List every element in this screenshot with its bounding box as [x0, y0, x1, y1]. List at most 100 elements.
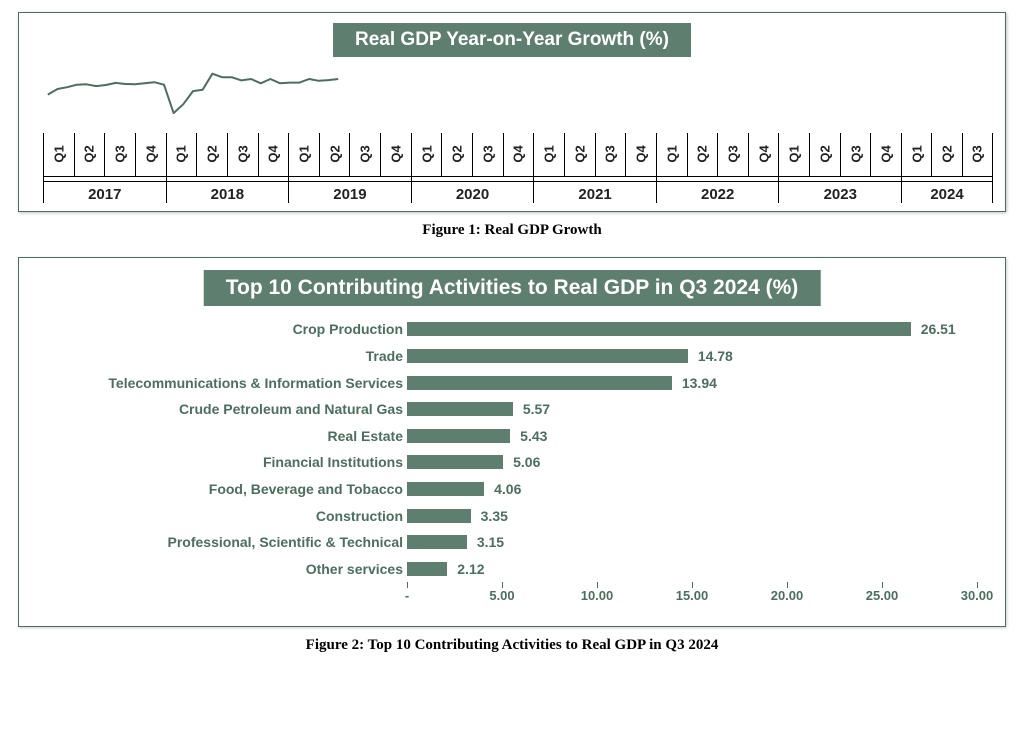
year-group-2023: Q1Q2Q3Q42023	[778, 133, 901, 203]
quarter-row: Q1 Q2 Q3 Q4	[167, 133, 289, 177]
quarter-cell: Q2	[196, 133, 227, 176]
bar-rect	[407, 509, 471, 523]
figure2-caption: Figure 2: Top 10 Contributing Activities…	[18, 637, 1006, 654]
bar-category-label: Professional, Scientific & Technical	[63, 534, 403, 550]
bar-value-label: 5.06	[513, 454, 540, 470]
year-label: 2024	[902, 181, 992, 203]
figure1-x-axis: Q1Q2Q3Q42017Q1Q2Q3Q42018Q1Q2Q3Q42019Q1Q2…	[43, 133, 993, 203]
quarter-cell: Q4	[625, 133, 656, 176]
bar-rect	[407, 429, 510, 443]
gdp-growth-line	[48, 74, 338, 113]
x-tick-label: 20.00	[771, 588, 804, 603]
bar-row: Real Estate5.43	[45, 425, 977, 447]
bar-value-label: 2.12	[457, 561, 484, 577]
quarter-label: Q4	[511, 145, 526, 162]
quarter-row: Q1 Q2 Q3	[902, 133, 992, 177]
quarter-cell: Q1	[289, 133, 319, 176]
quarter-label: Q3	[480, 145, 495, 162]
quarter-label: Q2	[327, 145, 342, 162]
year-label: 2020	[412, 181, 534, 203]
bar-category-label: Telecommunications & Information Service…	[63, 375, 403, 391]
figure2-panel: Top 10 Contributing Activities to Real G…	[18, 257, 1006, 627]
quarter-cell: Q3	[717, 133, 748, 176]
quarter-row: Q1Q2Q3Q4	[779, 133, 901, 177]
quarter-cell: Q3	[840, 133, 871, 176]
year-group-2018: Q1Q2Q3Q42018	[166, 133, 289, 203]
bar-row: Professional, Scientific & Technical 3.15	[45, 531, 977, 553]
bar-row: Financial Institutions5.06	[45, 451, 977, 473]
quarter-cell: Q3	[472, 133, 503, 176]
quarter-label: Q1	[419, 145, 434, 162]
figure1-panel: Real GDP Year-on-Year Growth (%) Q1Q2Q3Q…	[18, 12, 1006, 212]
quarter-cell: Q1	[44, 133, 74, 176]
bar-value-label: 5.57	[523, 401, 550, 417]
quarter-label: Q3	[235, 145, 250, 162]
quarter-cell: Q2	[564, 133, 595, 176]
bar-rect	[407, 482, 484, 496]
x-tick-label: 30.00	[961, 588, 994, 603]
quarter-cell: Q3	[227, 133, 258, 176]
quarter-cell: Q2	[74, 133, 105, 176]
quarter-row: Q1Q2Q3Q4	[289, 133, 411, 177]
year-label: 2021	[534, 181, 656, 203]
figure1-line-chart	[43, 63, 343, 127]
bar-row: Other services2.12	[45, 558, 977, 580]
bar-category-label: Food, Beverage and Tobacco	[63, 481, 403, 497]
quarter-label: Q3	[358, 145, 373, 162]
quarter-label: Q2	[205, 145, 220, 162]
x-tick-mark	[597, 582, 598, 588]
bar-category-label: Real Estate	[63, 428, 403, 444]
bar-value-label: 4.06	[494, 481, 521, 497]
year-group-2022: Q1Q2Q3Q42022	[656, 133, 779, 203]
quarter-label: Q4	[879, 145, 894, 162]
quarter-label: Q4	[634, 145, 649, 162]
quarter-label: Q1	[542, 145, 557, 162]
x-tick-mark	[692, 582, 693, 588]
quarter-label: Q3	[725, 145, 740, 162]
bar-rect	[407, 349, 688, 363]
quarter-cell: Q1	[167, 133, 197, 176]
bar-rect	[407, 376, 672, 390]
quarter-label: Q3	[603, 145, 618, 162]
quarter-cell: Q3	[349, 133, 380, 176]
figure2-x-axis: -5.0010.0015.0020.0025.0030.00	[45, 588, 977, 612]
quarter-label: Q4	[266, 145, 281, 162]
figure2-bar-area: Crop Production26.51 Trade 14.78 Telecommun…	[45, 316, 977, 582]
year-group-2021: Q1 Q2 Q3 Q4 2021	[533, 133, 656, 203]
quarter-label: Q1	[174, 145, 189, 162]
quarter-label: Q1	[296, 145, 311, 162]
bar-row: Crop Production26.51	[45, 318, 977, 340]
quarter-cell: Q3	[104, 133, 135, 176]
quarter-label: Q3	[970, 145, 985, 162]
bar-row: Food, Beverage and Tobacco 4.06	[45, 478, 977, 500]
quarter-cell: Q4	[870, 133, 901, 176]
quarter-cell: Q3	[595, 133, 626, 176]
year-label: 2023	[779, 181, 901, 203]
quarter-label: Q2	[572, 145, 587, 162]
figure1-caption: Figure 1: Real GDP Growth	[18, 222, 1006, 239]
bar-category-label: Construction	[63, 508, 403, 524]
quarter-cell: Q2	[319, 133, 350, 176]
quarter-cell: Q1	[902, 133, 931, 176]
bar-row: Construction3.35	[45, 505, 977, 527]
x-tick-mark	[977, 582, 978, 588]
quarter-row: Q1 Q2Q3Q4	[44, 133, 166, 177]
bar-value-label: 3.15	[477, 534, 504, 550]
quarter-label: Q2	[940, 145, 955, 162]
quarter-cell: Q4	[135, 133, 166, 176]
quarter-row: Q1 Q2 Q3 Q4	[412, 133, 534, 177]
bar-category-label: Trade	[63, 348, 403, 364]
quarter-label: Q1	[787, 145, 802, 162]
year-label: 2019	[289, 181, 411, 203]
quarter-label: Q1	[51, 145, 66, 162]
quarter-cell: Q2	[441, 133, 472, 176]
quarter-label: Q1	[664, 145, 679, 162]
bar-category-label: Crop Production	[63, 321, 403, 337]
quarter-label: Q4	[756, 145, 771, 162]
bar-rect	[407, 562, 447, 576]
bar-value-label: 14.78	[698, 348, 733, 364]
quarter-label: Q1	[909, 145, 924, 162]
quarter-row: Q1 Q2 Q3 Q4	[657, 133, 779, 177]
quarter-cell: Q1	[657, 133, 687, 176]
quarter-label: Q2	[695, 145, 710, 162]
